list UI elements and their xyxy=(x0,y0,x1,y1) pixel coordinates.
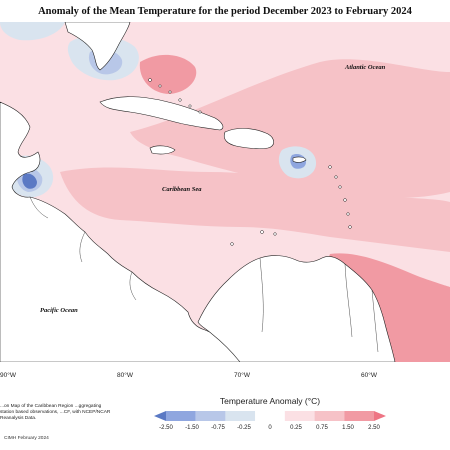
lon-label-70w: 70°W xyxy=(234,372,250,379)
legend-swatch-4 xyxy=(255,411,285,421)
label-caribbean-sea: Caribbean Sea xyxy=(162,186,202,193)
legend-title: Temperature Anomaly (°C) xyxy=(219,396,321,406)
legend-swatch-2 xyxy=(195,411,226,421)
legend-tick-label: 0.25 xyxy=(290,425,302,431)
small-islands xyxy=(148,78,352,246)
cool-patch-yucatan-strong xyxy=(22,173,37,189)
label-atlantic-ocean: Atlantic Ocean xyxy=(345,64,386,71)
legend-tick-label: 2.50 xyxy=(368,425,380,431)
land-puerto-rico xyxy=(292,156,307,163)
legend-colorbar xyxy=(154,411,386,421)
credit-text: ...on Map of the Caribbean Region ...ggr… xyxy=(0,404,111,421)
warm-band-caribbean xyxy=(60,167,450,252)
legend-tick-label: -0.25 xyxy=(237,425,251,431)
legend-swatch-3 xyxy=(225,411,256,421)
land-central-america xyxy=(0,101,241,362)
lon-label-60w: 60°W xyxy=(361,372,377,379)
land-hispaniola xyxy=(223,128,274,150)
lon-label-80w: 80°W xyxy=(117,372,133,379)
legend-tick-label: -1.50 xyxy=(185,425,199,431)
warm-patch-cuba xyxy=(139,54,197,94)
label-pacific-ocean: Pacific Ocean xyxy=(40,307,78,314)
land-jamaica xyxy=(149,145,176,155)
credit-line: CIMH February 2024 xyxy=(4,436,49,441)
legend-tick-label: 1.50 xyxy=(342,425,354,431)
legend-tick-label: -2.50 xyxy=(159,425,173,431)
land-florida xyxy=(64,22,131,71)
legend: Temperature Anomaly (°C) -2.50 -1.50 -0.75… xyxy=(150,392,390,442)
legend-swatch-0 xyxy=(154,411,166,421)
warm-patch-lesser-antilles xyxy=(335,200,361,232)
warm-band-atlantic xyxy=(130,59,450,198)
legend-swatch-6 xyxy=(314,411,345,421)
legend-tick-label: -0.75 xyxy=(211,425,225,431)
land-cuba xyxy=(99,96,224,131)
country-borders xyxy=(29,196,379,353)
legend-tick-label: 0 xyxy=(268,425,272,431)
map-frame: Atlantic Ocean Caribbean Sea Pacific Oce… xyxy=(0,22,450,362)
lon-label-90w: 90°W xyxy=(0,372,16,379)
legend-swatch-1 xyxy=(166,411,196,421)
anomaly-map xyxy=(0,22,450,362)
legend-tick-label: 0.75 xyxy=(316,425,328,431)
legend-swatch-7 xyxy=(344,411,374,421)
legend-swatch-8 xyxy=(374,411,386,421)
legend-swatch-5 xyxy=(284,411,315,421)
cool-patch-gulf-n xyxy=(0,22,65,41)
map-title: Anomaly of the Mean Temperature for the … xyxy=(38,6,412,17)
